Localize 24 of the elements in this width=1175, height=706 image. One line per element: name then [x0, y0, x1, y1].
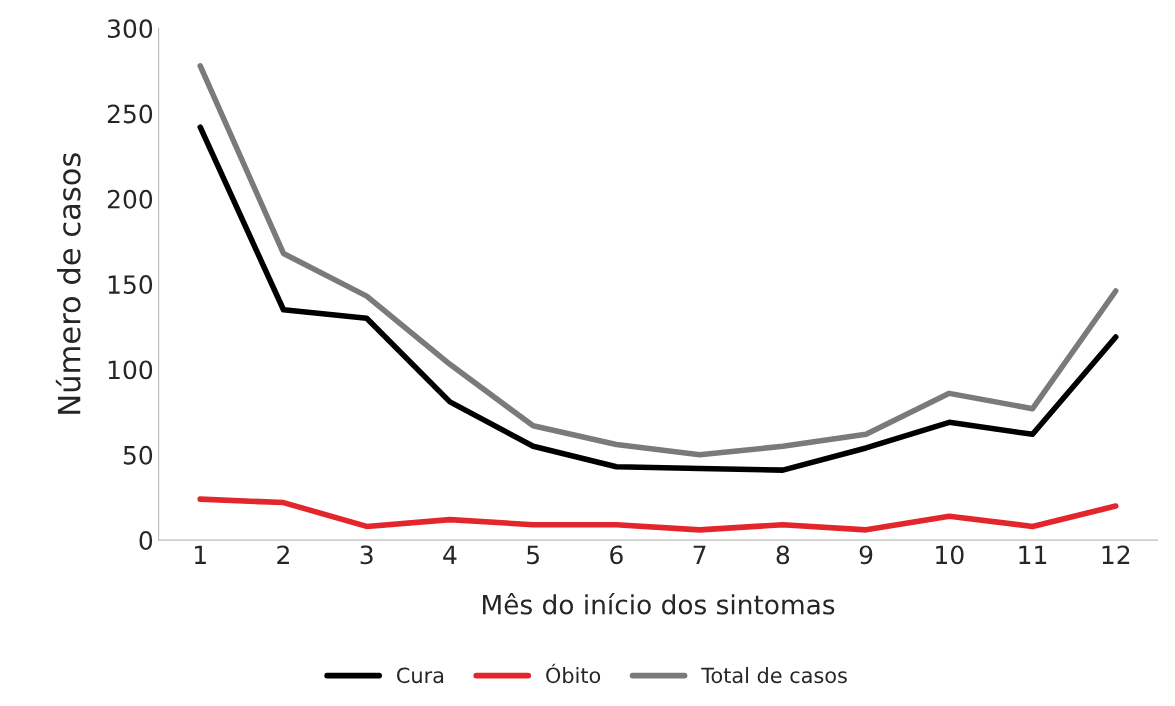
legend-label: Total de casos [701, 667, 847, 684]
legend-label: Cura [397, 667, 444, 684]
y-tick-label: 0 [139, 531, 153, 550]
y-tick-label: 150 [108, 275, 153, 295]
x-tick-label: 11 [1019, 545, 1047, 564]
x-tick-label: 12 [1102, 545, 1130, 564]
x-tick-label: 5 [527, 545, 539, 565]
x-tick-label: 3 [360, 545, 373, 565]
y-tick-label: 100 [108, 360, 153, 380]
y-axis-title: Número de casos [55, 153, 81, 414]
x-tick-label: 1 [195, 545, 206, 564]
y-tick-label: 250 [107, 104, 153, 124]
x-tick-label: 6 [610, 545, 623, 565]
y-tick-label: 300 [107, 19, 153, 39]
x-tick-label: 8 [776, 545, 790, 565]
x-axis-title: Mês do início dos sintomas [483, 593, 835, 615]
x-tick-label: 10 [936, 545, 964, 565]
legend-label: Óbito [546, 663, 601, 684]
y-tick-label: 200 [107, 189, 153, 209]
x-tick-label: 9 [859, 545, 873, 565]
x-tick-label: 4 [443, 545, 457, 564]
y-tick-label: 50 [123, 445, 153, 465]
x-tick-label: 7 [693, 545, 706, 564]
x-tick-label: 2 [277, 545, 289, 564]
